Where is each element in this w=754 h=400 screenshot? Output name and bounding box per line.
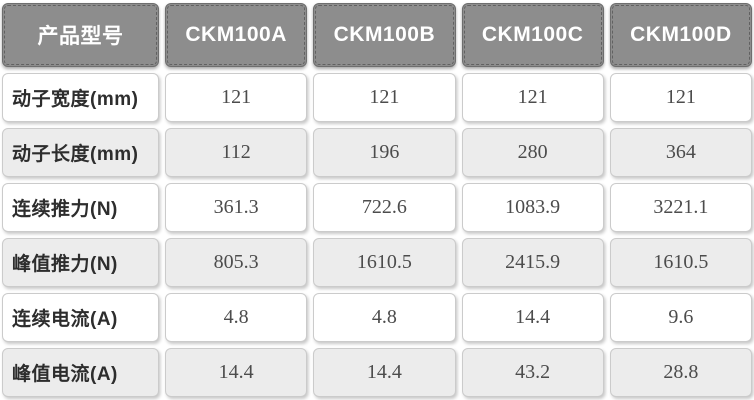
spec-value-cell: 3221.1 — [609, 183, 752, 232]
spec-value-cell: 4.8 — [165, 293, 308, 342]
spec-value-cell: 196 — [313, 128, 456, 177]
spec-value-cell: 14.4 — [461, 293, 604, 342]
row-label-peak-force: 峰值推力(N) — [2, 238, 159, 287]
spec-value-cell: 805.3 — [165, 238, 308, 287]
spec-value-cell: 14.4 — [313, 348, 456, 397]
spec-value-cell: 1610.5 — [313, 238, 456, 287]
spec-value-cell: 121 — [461, 73, 604, 122]
spec-value-cell: 28.8 — [609, 348, 752, 397]
table-header-model-ckm100c: CKM100C — [461, 3, 604, 67]
table-header-model-ckm100a: CKM100A — [165, 3, 308, 67]
row-label-continuous-current: 连续电流(A) — [2, 293, 159, 342]
spec-value-cell: 1610.5 — [609, 238, 752, 287]
spec-value-cell: 121 — [313, 73, 456, 122]
spec-value-cell: 364 — [609, 128, 752, 177]
spec-value-cell: 2415.9 — [461, 238, 604, 287]
row-label-peak-current: 峰值电流(A) — [2, 348, 159, 397]
table-header-product-model: 产品型号 — [2, 3, 159, 67]
spec-value-cell: 280 — [461, 128, 604, 177]
spec-value-cell: 112 — [165, 128, 308, 177]
spec-value-cell: 43.2 — [461, 348, 604, 397]
spec-value-cell: 14.4 — [165, 348, 308, 397]
spec-value-cell: 722.6 — [313, 183, 456, 232]
row-label-mover-length: 动子长度(mm) — [2, 128, 159, 177]
spec-value-cell: 9.6 — [609, 293, 752, 342]
spec-value-cell: 121 — [609, 73, 752, 122]
spec-value-cell: 121 — [165, 73, 308, 122]
row-label-mover-width: 动子宽度(mm) — [2, 73, 159, 122]
spec-value-cell: 4.8 — [313, 293, 456, 342]
row-label-continuous-force: 连续推力(N) — [2, 183, 159, 232]
table-header-model-ckm100d: CKM100D — [609, 3, 752, 67]
spec-value-cell: 361.3 — [165, 183, 308, 232]
table-header-model-ckm100b: CKM100B — [313, 3, 456, 67]
spec-value-cell: 1083.9 — [461, 183, 604, 232]
